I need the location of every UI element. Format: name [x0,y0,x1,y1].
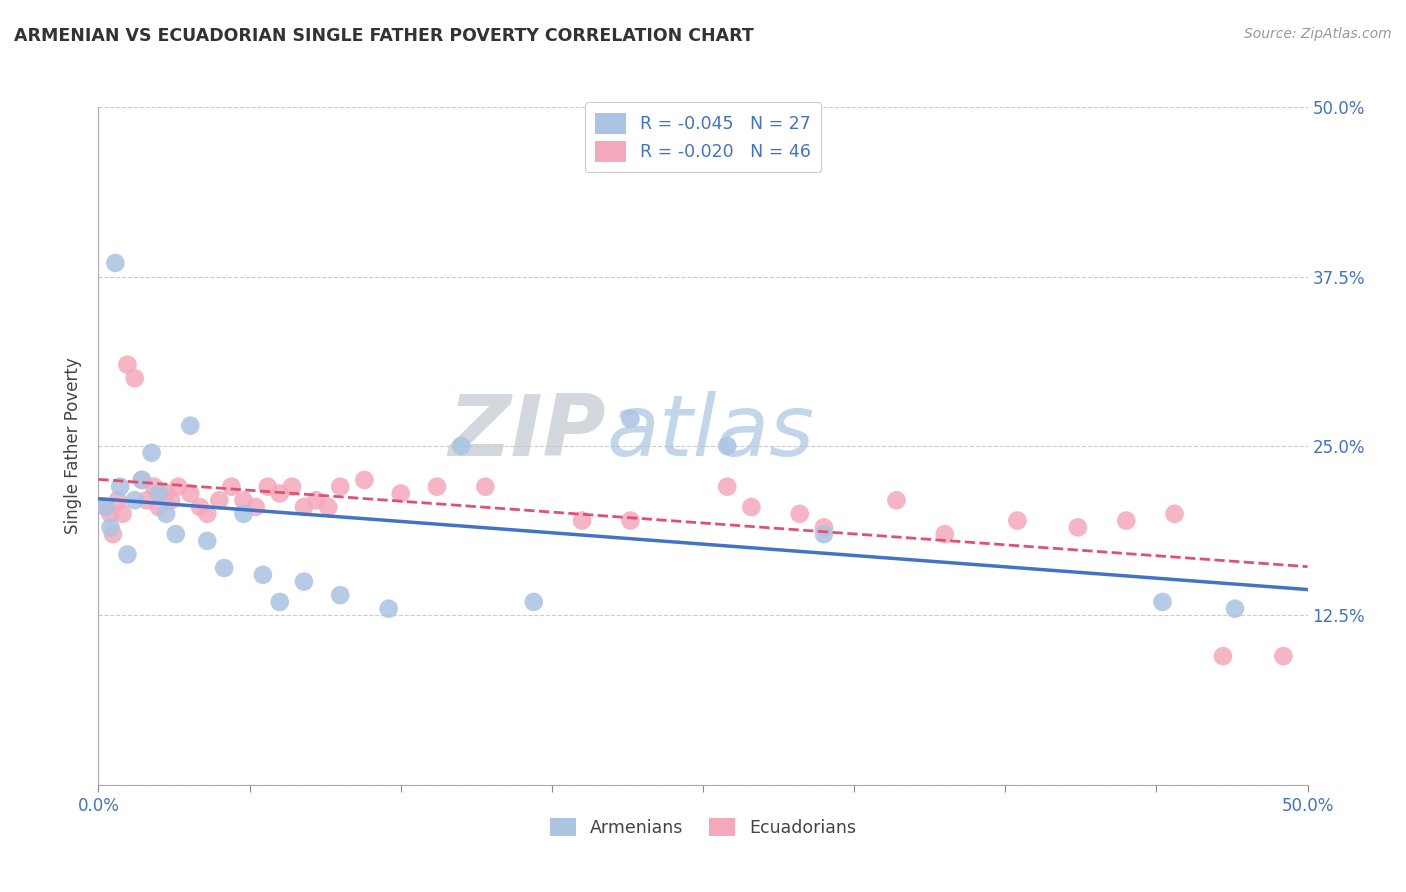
Point [101,527,124,541]
Point [619,412,641,426]
Point [188,500,211,514]
Point [353,473,375,487]
Point [1163,507,1185,521]
Point [281,480,304,494]
Point [256,480,278,494]
Point [117,358,139,372]
Point [934,527,956,541]
Text: atlas: atlas [606,391,814,474]
Point [167,480,190,494]
Point [117,548,139,562]
Point [100,520,122,534]
Point [100,507,122,521]
Point [1007,514,1029,528]
Point [148,500,170,514]
Text: Source: ZipAtlas.com: Source: ZipAtlas.com [1244,27,1392,41]
Point [389,486,412,500]
Point [1067,520,1090,534]
Point [131,473,153,487]
Point [111,507,134,521]
Y-axis label: Single Father Poverty: Single Father Poverty [65,358,83,534]
Point [813,527,835,541]
Point [221,480,243,494]
Point [104,256,127,270]
Legend: Armenians, Ecuadorians: Armenians, Ecuadorians [543,812,863,844]
Point [108,480,131,494]
Point [269,595,291,609]
Point [107,493,129,508]
Point [212,561,235,575]
Point [131,473,153,487]
Point [245,500,267,514]
Point [143,480,166,494]
Point [165,527,187,541]
Point [292,500,315,514]
Point [523,595,546,609]
Point [571,514,593,528]
Text: ARMENIAN VS ECUADORIAN SINGLE FATHER POVERTY CORRELATION CHART: ARMENIAN VS ECUADORIAN SINGLE FATHER POV… [14,27,754,45]
Point [377,601,399,615]
Point [1115,514,1137,528]
Point [124,371,146,385]
Point [619,514,641,528]
Point [1212,649,1234,664]
Point [232,493,254,508]
Point [155,507,177,521]
Point [789,507,811,521]
Point [195,533,218,548]
Point [269,486,291,500]
Point [1223,601,1246,615]
Point [316,500,339,514]
Point [141,446,163,460]
Point [208,493,231,508]
Point [124,493,146,508]
Point [292,574,315,589]
Point [813,520,835,534]
Point [886,493,908,508]
Point [94,500,117,514]
Point [135,493,157,508]
Point [160,493,183,508]
Point [179,418,201,433]
Point [329,588,352,602]
Point [155,486,177,500]
Point [1272,649,1295,664]
Text: ZIP: ZIP [449,391,606,474]
Point [426,480,449,494]
Point [252,567,274,582]
Point [474,480,496,494]
Point [232,507,254,521]
Point [179,486,201,500]
Point [329,480,352,494]
Point [740,500,762,514]
Point [148,486,170,500]
Point [716,480,738,494]
Point [450,439,472,453]
Point [1152,595,1174,609]
Point [305,493,328,508]
Point [716,439,738,453]
Point [94,500,117,514]
Point [195,507,218,521]
